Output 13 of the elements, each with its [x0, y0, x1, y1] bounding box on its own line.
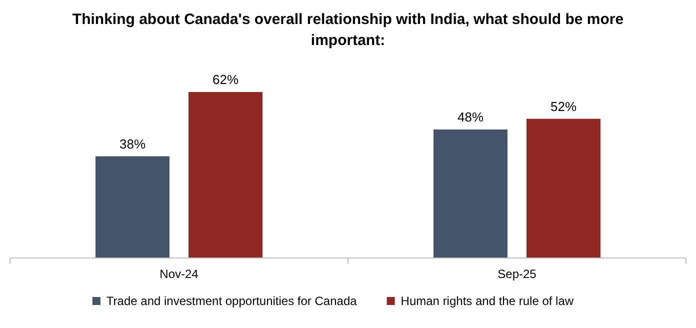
bar [434, 129, 508, 258]
chart-title: Thinking about Canada's overall relationship with India, what should be more important: [72, 11, 624, 49]
legend-label: Human rights and the rule of law [400, 294, 574, 308]
data-label: 62% [212, 72, 239, 87]
x-tick-label: Nov-24 [160, 267, 199, 281]
bar [96, 156, 170, 258]
data-label: 52% [550, 98, 577, 114]
bar [526, 118, 600, 258]
data-label: 48% [457, 109, 484, 124]
x-tick-label: Sep-25 [498, 267, 537, 281]
data-label: 38% [119, 136, 146, 152]
legend-label: Trade and investment opportunities for Canada [106, 294, 358, 308]
bar [188, 92, 262, 258]
